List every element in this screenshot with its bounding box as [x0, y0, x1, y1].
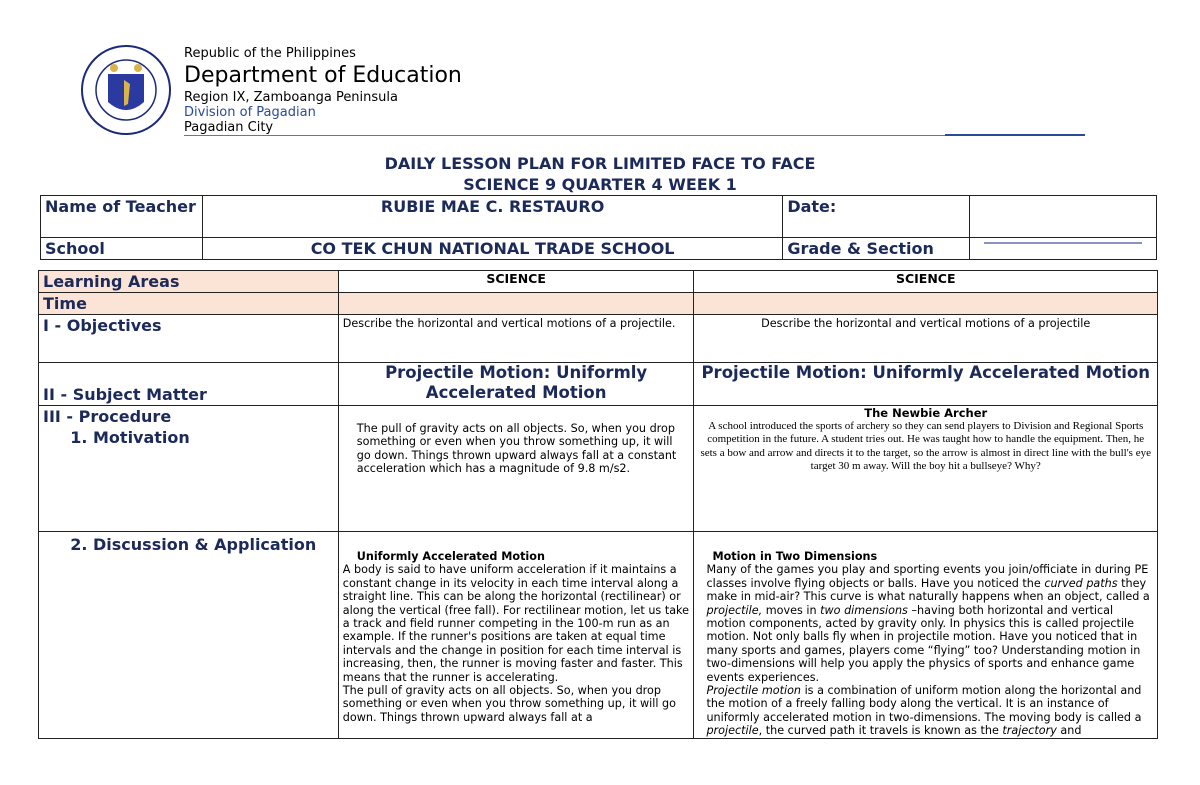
department-title: Department of Education — [184, 63, 462, 88]
discussion-label: Discussion & Application — [93, 534, 334, 555]
region-text: Region IX, Zamboanga Peninsula — [184, 90, 398, 105]
teacher-label: Name of Teacher — [40, 195, 203, 238]
procedure-cell: III - Procedure Motivation — [38, 405, 339, 532]
city-text: Pagadian City — [184, 120, 274, 135]
text-italic: two dimensions — [820, 603, 908, 617]
text: Many of the games you play and sporting … — [706, 563, 1149, 590]
time-label: Time — [38, 292, 339, 315]
time-2 — [693, 292, 1158, 315]
grade-value — [969, 237, 1157, 260]
division-text: Division of Pagadian — [184, 105, 316, 120]
discussion-2-title: Motion in Two Dimensions — [712, 550, 878, 563]
text-italic: trajectory — [1002, 724, 1057, 738]
text-italic: Projectile motion — [706, 684, 802, 698]
text: , the curved path it travels is known as… — [758, 724, 1003, 738]
objective-1: Describe the horizontal and vertical mot… — [337, 314, 695, 363]
time-1 — [337, 292, 695, 315]
discussion-1-title: Uniformly Accelerated Motion — [356, 550, 545, 563]
doc-title: DAILY LESSON PLAN FOR LIMITED FACE TO FA… — [384, 154, 816, 173]
learning-areas-label: Learning Areas — [38, 270, 339, 293]
text: and — [1056, 724, 1082, 738]
subject-matter-label: II - Subject Matter — [38, 362, 339, 406]
procedure-label: III - Procedure — [43, 407, 172, 426]
teacher-info-table: Name of Teacher RUBIE MAE C. RESTAURO Da… — [40, 195, 1157, 260]
date-label: Date: — [782, 195, 971, 238]
motivation-1: The pull of gravity acts on all objects.… — [337, 405, 695, 532]
learning-area-1: SCIENCE — [337, 270, 695, 293]
motivation-2: A school introduced the sports of archer… — [700, 420, 1151, 473]
teacher-name: RUBIE MAE C. RESTAURO — [201, 195, 784, 238]
grade-label: Grade & Section — [782, 237, 971, 260]
text: is a combination of uniform motion along… — [706, 684, 1142, 724]
discussion-2-cell: Motion in Two Dimensions Many of the gam… — [693, 531, 1158, 739]
header-divider-accent — [945, 134, 1085, 136]
text: moves in — [762, 603, 821, 617]
text-italic: curved paths — [1044, 576, 1118, 590]
discussion-cell: Discussion & Application — [38, 531, 339, 739]
text: they make in mid-air? This curve is what… — [706, 576, 1150, 604]
objectives-label: I - Objectives — [38, 314, 339, 363]
doc-subtitle: SCIENCE 9 QUARTER 4 WEEK 1 — [463, 175, 737, 194]
grade-value-tiny-text — [984, 242, 1142, 244]
motivation-2-cell: The Newbie Archer A school introduced th… — [693, 405, 1158, 532]
discussion-1: A body is said to have uniform accelerat… — [342, 563, 690, 684]
school-label: School — [40, 237, 203, 260]
date-value — [969, 195, 1157, 238]
deped-seal-logo — [81, 45, 171, 135]
motivation-2-title: The Newbie Archer — [864, 406, 988, 420]
text: –having both horizontal and vertical mot… — [706, 603, 1141, 684]
header-divider — [184, 135, 1084, 136]
text-italic: projectile, — [706, 603, 763, 617]
discussion-1b: The pull of gravity acts on all objects.… — [342, 684, 677, 724]
learning-area-2: SCIENCE — [693, 270, 1158, 293]
text-italic: projectile — [706, 724, 759, 738]
discussion-1-cell: Uniformly Accelerated Motion A body is s… — [337, 531, 695, 739]
motivation-label: Motivation — [93, 427, 334, 448]
lesson-plan-table: Learning Areas SCIENCE SCIENCE Time I - … — [38, 270, 1158, 739]
subject-matter-1: Projectile Motion: Uniformly Accelerated… — [337, 362, 695, 406]
discussion-2: Many of the games you play and sporting … — [706, 563, 1153, 737]
objective-2: Describe the horizontal and vertical mot… — [693, 314, 1158, 363]
subject-matter-2: Projectile Motion: Uniformly Accelerated… — [693, 362, 1158, 406]
republic-text: Republic of the Philippines — [184, 46, 356, 61]
school-name: CO TEK CHUN NATIONAL TRADE SCHOOL — [201, 237, 784, 260]
